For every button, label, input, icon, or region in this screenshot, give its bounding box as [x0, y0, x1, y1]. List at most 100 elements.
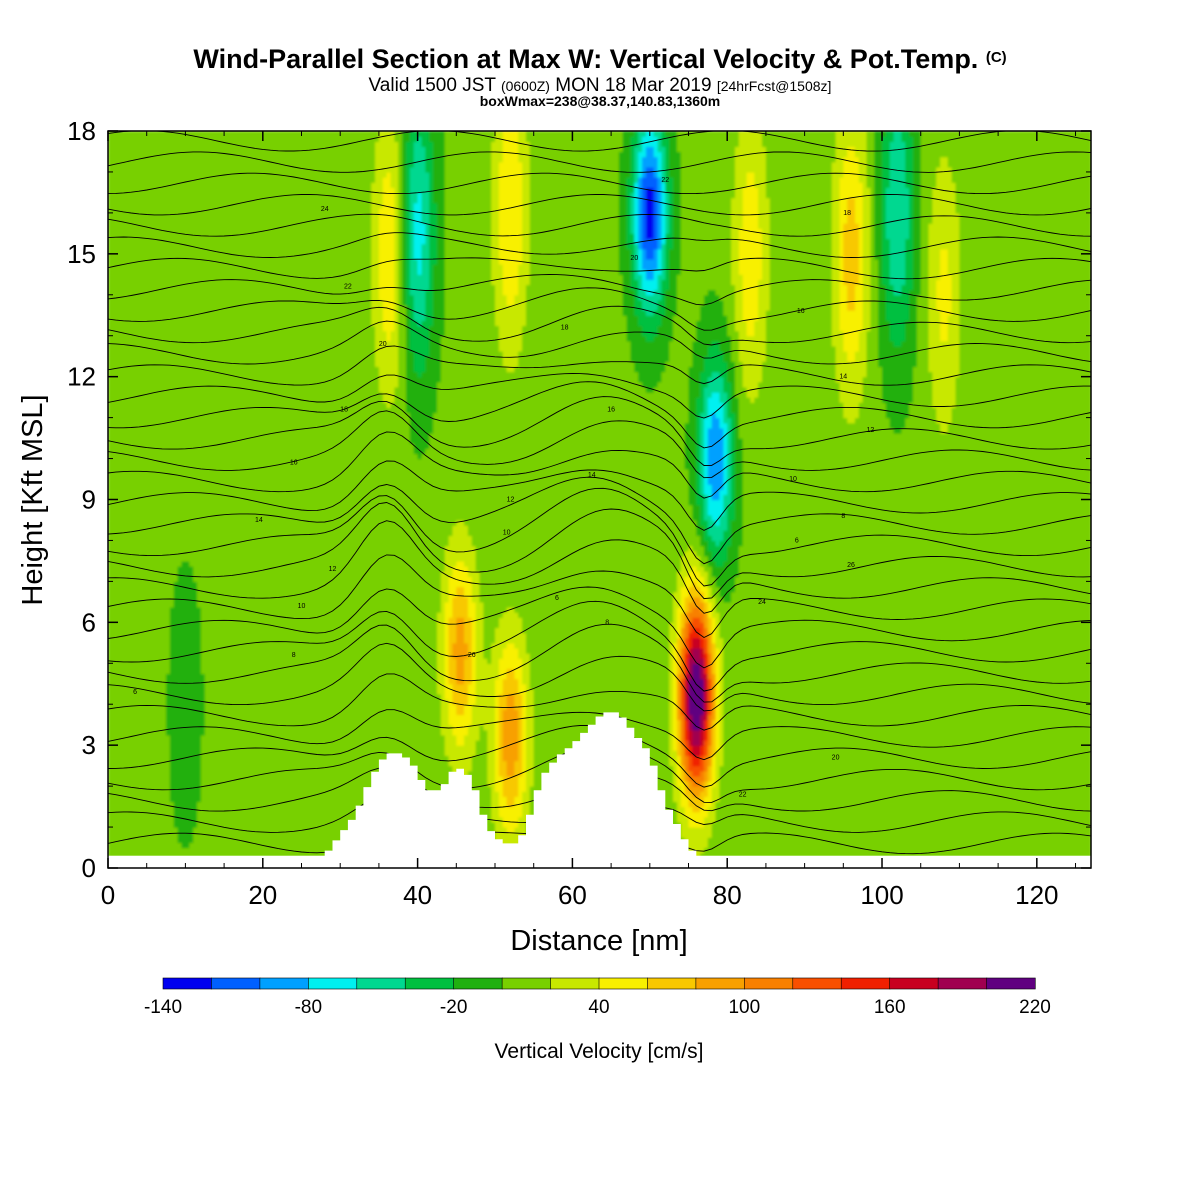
velocity-cell — [758, 852, 763, 859]
velocity-cell — [982, 796, 988, 803]
velocity-cell — [711, 811, 717, 818]
velocity-cell — [889, 842, 895, 849]
velocity-cell — [804, 770, 810, 777]
velocity-cell — [1060, 811, 1065, 818]
velocity-cell — [684, 821, 690, 828]
velocity-cell — [127, 780, 132, 787]
velocity-cell — [727, 775, 732, 782]
velocity-cell — [231, 796, 237, 803]
velocity-cell — [1032, 847, 1038, 854]
velocity-cell — [692, 832, 697, 838]
velocity-cell — [762, 770, 767, 777]
velocity-cell — [1063, 832, 1069, 838]
velocity-cell — [514, 786, 519, 792]
velocity-cell — [862, 821, 868, 828]
velocity-cell — [812, 796, 817, 803]
velocity-cell — [967, 770, 972, 777]
velocity-cell — [1013, 770, 1019, 777]
velocity-cell — [920, 842, 926, 849]
velocity-cell — [793, 816, 798, 823]
velocity-cell — [286, 770, 291, 777]
velocity-cell — [866, 821, 872, 828]
velocity-cell — [928, 806, 933, 813]
velocity-cell — [1017, 791, 1022, 797]
velocity-cell — [1087, 847, 1091, 854]
velocity-cell — [239, 796, 245, 803]
velocity-cell — [324, 847, 330, 854]
velocity-cell — [971, 780, 976, 787]
velocity-cell — [1063, 791, 1069, 797]
velocity-cell — [193, 775, 198, 782]
velocity-cell — [115, 806, 121, 813]
velocity-cell — [947, 852, 953, 859]
velocity-cell — [982, 801, 988, 808]
velocity-cell — [162, 852, 167, 859]
velocity-cell — [851, 847, 856, 854]
velocity-cell — [700, 791, 705, 797]
velocity-cell — [843, 821, 848, 828]
velocity-cell — [278, 811, 283, 818]
velocity-cell — [1017, 770, 1022, 777]
velocity-cell — [231, 827, 237, 833]
velocity-cell — [146, 780, 152, 787]
velocity-cell — [1056, 811, 1061, 818]
velocity-cell — [1005, 847, 1011, 854]
velocity-cell — [204, 791, 210, 797]
velocity-cell — [754, 852, 759, 859]
velocity-cell — [711, 847, 717, 854]
velocity-cell — [177, 801, 183, 808]
velocity-cell — [905, 796, 910, 803]
velocity-cell — [270, 842, 276, 849]
velocity-cell — [189, 842, 194, 849]
velocity-cell — [897, 801, 902, 808]
velocity-cell — [185, 821, 190, 828]
velocity-cell — [1052, 821, 1057, 828]
velocity-cell — [514, 816, 519, 823]
velocity-cell — [154, 827, 159, 833]
velocity-cell — [433, 775, 438, 782]
velocity-cell — [127, 770, 132, 777]
velocity-cell — [154, 780, 159, 787]
velocity-cell — [909, 806, 914, 813]
velocity-cell — [912, 827, 918, 833]
velocity-cell — [177, 775, 183, 782]
velocity-cell — [506, 770, 512, 777]
velocity-cell — [1052, 796, 1057, 803]
velocity-cell — [773, 847, 779, 854]
velocity-cell — [258, 816, 264, 823]
velocity-cell — [336, 837, 341, 844]
velocity-cell — [154, 852, 159, 859]
velocity-cell — [1009, 821, 1015, 828]
velocity-cell — [1052, 801, 1057, 808]
velocity-cell — [1005, 816, 1011, 823]
velocity-cell — [301, 806, 306, 813]
velocity-cell — [1079, 816, 1084, 823]
velocity-cell — [262, 816, 268, 823]
velocity-cell — [1052, 852, 1057, 859]
velocity-cell — [220, 786, 225, 792]
velocity-cell — [169, 770, 175, 777]
velocity-cell — [332, 832, 337, 838]
velocity-cell — [711, 770, 717, 777]
velocity-cell — [773, 796, 779, 803]
velocity-cell — [789, 811, 794, 818]
velocity-cell — [212, 791, 217, 797]
velocity-cell — [839, 791, 844, 797]
velocity-cell — [773, 842, 779, 849]
velocity-cell — [1075, 796, 1080, 803]
velocity-cell — [498, 821, 504, 828]
velocity-cell — [328, 775, 334, 782]
velocity-cell — [135, 780, 140, 787]
velocity-cell — [316, 806, 322, 813]
velocity-cell — [1009, 801, 1015, 808]
velocity-cell — [1083, 827, 1088, 833]
velocity-cell — [951, 801, 957, 808]
velocity-cell — [131, 780, 136, 787]
velocity-cell — [901, 801, 906, 808]
velocity-cell — [514, 806, 519, 813]
velocity-cell — [1036, 837, 1042, 844]
velocity-cell — [216, 786, 221, 792]
velocity-cell — [943, 837, 949, 844]
velocity-cell — [781, 780, 786, 787]
velocity-cell — [289, 852, 295, 859]
